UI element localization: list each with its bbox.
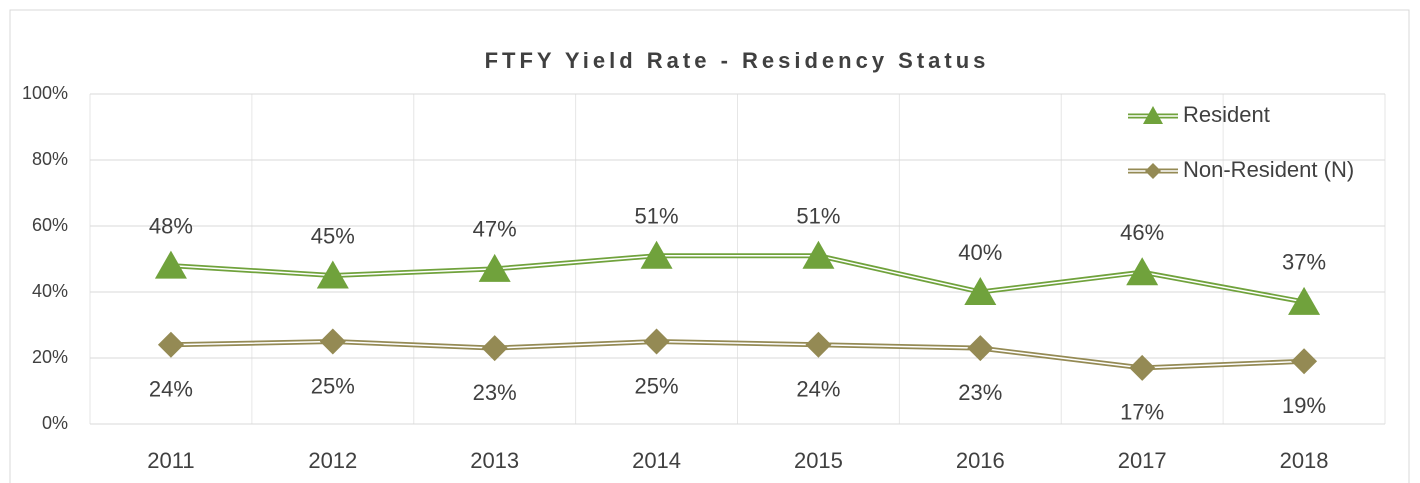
legend-label: Non-Resident (N) (1183, 157, 1354, 182)
y-tick-label: 80% (32, 149, 68, 169)
data-label: 46% (1120, 220, 1164, 245)
data-point (964, 277, 997, 305)
y-tick-label: 100% (22, 83, 68, 103)
y-tick-label: 20% (32, 347, 68, 367)
series-line-inner (170, 340, 1305, 369)
legend-marker (1143, 106, 1163, 124)
x-tick-label: 2015 (794, 448, 843, 473)
data-label: 25% (635, 373, 679, 398)
data-label: 25% (311, 373, 355, 398)
data-point (154, 250, 187, 279)
data-label: 17% (1120, 400, 1164, 425)
chart-title: FTFY Yield Rate - Residency Status (485, 48, 990, 73)
data-label: 19% (1282, 393, 1326, 418)
data-point (478, 253, 511, 282)
legend-marker (1145, 163, 1161, 179)
data-label: 24% (796, 377, 840, 402)
x-tick-label: 2012 (308, 448, 357, 473)
legend-label: Resident (1183, 102, 1270, 127)
data-point (805, 331, 832, 358)
series-line-inner (170, 254, 1305, 303)
y-tick-label: 60% (32, 215, 68, 235)
data-point (967, 335, 994, 362)
x-tick-label: 2017 (1118, 448, 1167, 473)
data-label: 45% (311, 223, 355, 248)
data-label: 47% (473, 217, 517, 242)
data-label: 40% (958, 240, 1002, 265)
data-point (640, 240, 673, 269)
data-point (481, 335, 508, 362)
data-point (1288, 286, 1321, 315)
data-label: 48% (149, 213, 193, 238)
data-point (1126, 257, 1159, 286)
data-point (316, 260, 349, 289)
data-label: 23% (473, 380, 517, 405)
y-tick-label: 40% (32, 281, 68, 301)
x-tick-label: 2014 (632, 448, 681, 473)
chart-border (9, 9, 1410, 483)
data-point (157, 331, 184, 358)
data-label: 24% (149, 377, 193, 402)
x-tick-label: 2011 (147, 448, 194, 473)
data-point (1129, 354, 1156, 381)
y-tick-label: 0% (42, 413, 68, 433)
data-point (802, 240, 835, 269)
data-label: 51% (796, 204, 840, 229)
data-label: 37% (1282, 250, 1326, 275)
data-label: 51% (635, 204, 679, 229)
data-point (643, 328, 670, 355)
data-label: 23% (958, 380, 1002, 405)
data-point (319, 328, 346, 355)
x-tick-label: 2013 (470, 448, 519, 473)
x-tick-label: 2016 (956, 448, 1005, 473)
data-point (1291, 348, 1318, 375)
x-tick-label: 2018 (1280, 448, 1329, 473)
